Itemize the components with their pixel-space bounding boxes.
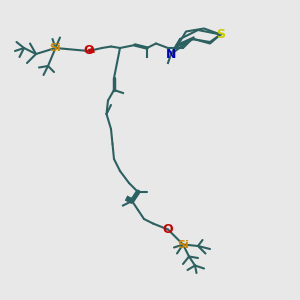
Text: Si: Si: [177, 239, 189, 250]
Text: Si: Si: [50, 43, 61, 53]
Text: S: S: [216, 28, 225, 41]
Text: N: N: [166, 47, 176, 61]
Text: O: O: [83, 44, 94, 58]
Text: O: O: [163, 223, 173, 236]
